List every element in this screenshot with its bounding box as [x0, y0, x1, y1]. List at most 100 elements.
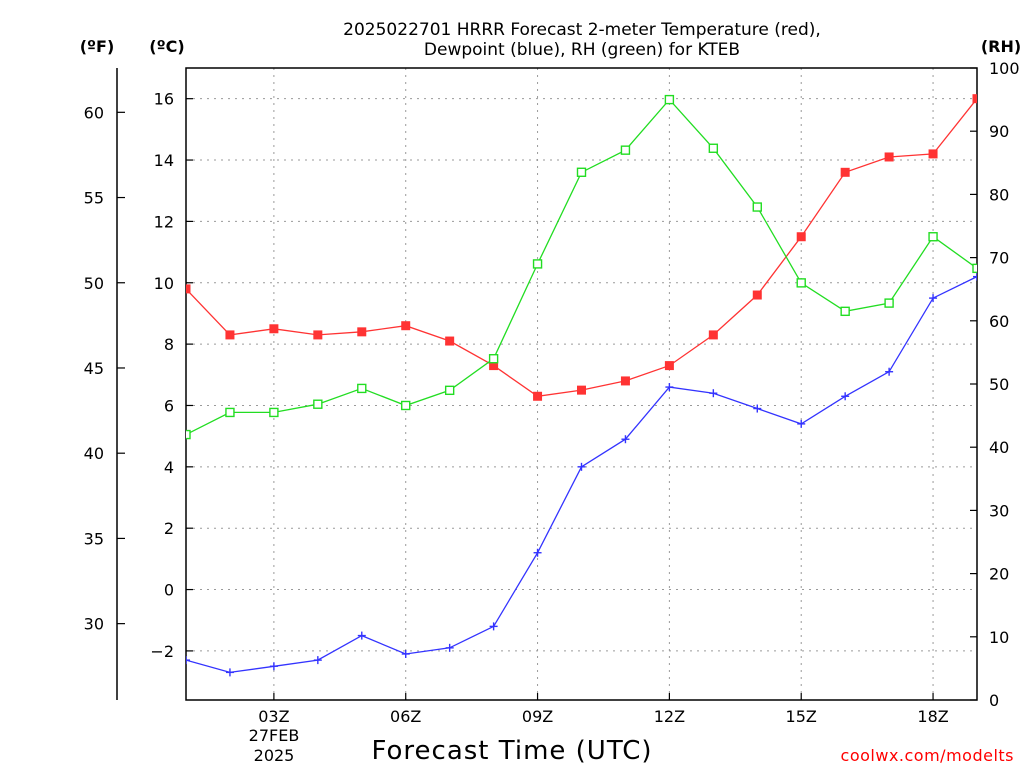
temperature-point — [357, 327, 367, 337]
plot-frame — [185, 67, 978, 701]
dewpoint-point — [269, 662, 278, 671]
rh-point — [752, 202, 762, 212]
rh-point — [186, 429, 191, 440]
fahrenheit-unit-label: (ºF) — [80, 37, 115, 56]
rh-tick-label: 10 — [989, 628, 1009, 647]
rh-point — [796, 278, 806, 288]
rh-point — [972, 263, 977, 274]
rh-point — [225, 407, 235, 418]
temperature-point — [620, 376, 630, 386]
rh-point — [401, 400, 411, 411]
rh-line — [186, 98, 977, 436]
celsius-tick-label: 0 — [164, 581, 174, 600]
dewpoint-point — [973, 272, 977, 281]
chart-title-line1: 2025022701 HRRR Forecast 2-meter Tempera… — [343, 20, 821, 40]
rh-point — [444, 385, 455, 396]
temperature-point — [972, 94, 977, 104]
temperature-point — [752, 290, 762, 300]
series-group — [186, 94, 977, 677]
rh-tick-label: 60 — [989, 312, 1009, 331]
x-tick-label: 15Z — [786, 707, 817, 726]
rh-point — [620, 145, 631, 155]
rh-point — [532, 259, 543, 269]
fahrenheit-tick-label: 55 — [84, 189, 104, 208]
temperature-point — [928, 149, 938, 159]
temperature-point — [269, 324, 279, 334]
date-label-day: 27FEB — [249, 726, 300, 745]
x-tick-label: 09Z — [522, 707, 553, 726]
series-lines — [186, 94, 977, 677]
temperature-point — [401, 321, 411, 331]
fahrenheit-tick-label: 40 — [84, 444, 104, 463]
dewpoint-point — [929, 294, 938, 303]
celsius-unit-label: (ºC) — [149, 37, 184, 56]
rh-unit-label: (RH) — [981, 37, 1021, 56]
rh-tick-label: 50 — [989, 375, 1009, 394]
rh-tick-label: 70 — [989, 249, 1009, 268]
rh-point — [357, 383, 367, 394]
temperature-line — [186, 98, 977, 397]
credit-text: coolwx.com/modelts — [841, 746, 1014, 765]
x-tick-label: 18Z — [917, 707, 948, 726]
dewpoint-point — [753, 404, 762, 413]
temperature-point — [840, 167, 850, 177]
x-tick-label: 12Z — [654, 707, 685, 726]
rh-point — [840, 306, 850, 317]
dewpoint-point — [841, 392, 850, 401]
rh-point — [884, 298, 894, 308]
x-axis-title: Forecast Time (UTC) — [371, 736, 652, 766]
celsius-tick-label: 2 — [164, 519, 174, 538]
temperature-point — [577, 385, 586, 395]
celsius-tick-label: 10 — [154, 274, 174, 293]
rh-point — [488, 354, 499, 364]
rh-point — [576, 167, 587, 177]
rh-tick-label: 0 — [989, 691, 999, 710]
dewpoint-point — [665, 383, 674, 392]
dewpoint-line — [186, 276, 977, 674]
dewpoint-point — [313, 656, 322, 665]
chart-title-line2: Dewpoint (blue), RH (green) for KTEB — [424, 40, 740, 60]
celsius-tick-label: −2 — [150, 642, 174, 661]
temperature-point — [708, 330, 718, 340]
temperature-point — [445, 336, 455, 346]
rh-tick-label: 100 — [989, 59, 1020, 78]
temperature-point — [796, 232, 806, 242]
celsius-tick-label: 8 — [164, 335, 174, 354]
rh-point — [928, 232, 938, 242]
celsius-tick-label: 14 — [154, 151, 174, 170]
grid-lines — [186, 68, 977, 700]
fahrenheit-tick-label: 45 — [84, 359, 104, 378]
dewpoint-point — [401, 649, 410, 658]
dewpoint-point — [885, 367, 894, 376]
temperature-point — [533, 391, 543, 401]
rh-tick-label: 90 — [989, 122, 1009, 141]
fahrenheit-tick-label: 50 — [84, 274, 104, 293]
temperature-point — [313, 330, 323, 340]
x-tick-label: 06Z — [390, 707, 421, 726]
temperature-point — [884, 152, 894, 162]
dewpoint-point — [709, 389, 718, 398]
dewpoint-point — [797, 419, 806, 428]
fahrenheit-tick-label: 60 — [84, 103, 104, 122]
rh-point — [269, 407, 279, 418]
dewpoint-point — [577, 462, 586, 471]
tick-labels: −2 0 2 4 6 8 10 12 14 16 30 35 40 45 50 55 60 0 10 20 30 40 50… — [84, 59, 1020, 726]
rh-point — [313, 399, 323, 409]
axes — [116, 67, 978, 701]
fahrenheit-tick-label: 35 — [84, 529, 104, 548]
dewpoint-point — [533, 548, 542, 557]
temperature-point — [225, 330, 235, 340]
celsius-tick-label: 4 — [164, 458, 174, 477]
date-label-year: 2025 — [254, 746, 295, 765]
rh-point — [664, 94, 675, 105]
dewpoint-point — [445, 643, 454, 652]
dewpoint-point — [186, 656, 190, 665]
celsius-tick-label: 6 — [164, 396, 174, 415]
temperature-point — [186, 284, 191, 294]
fahrenheit-tick-label: 30 — [84, 615, 104, 634]
x-tick-label: 03Z — [258, 707, 289, 726]
dewpoint-point — [489, 622, 498, 631]
dewpoint-point — [621, 435, 630, 444]
celsius-tick-label: 12 — [154, 212, 174, 231]
